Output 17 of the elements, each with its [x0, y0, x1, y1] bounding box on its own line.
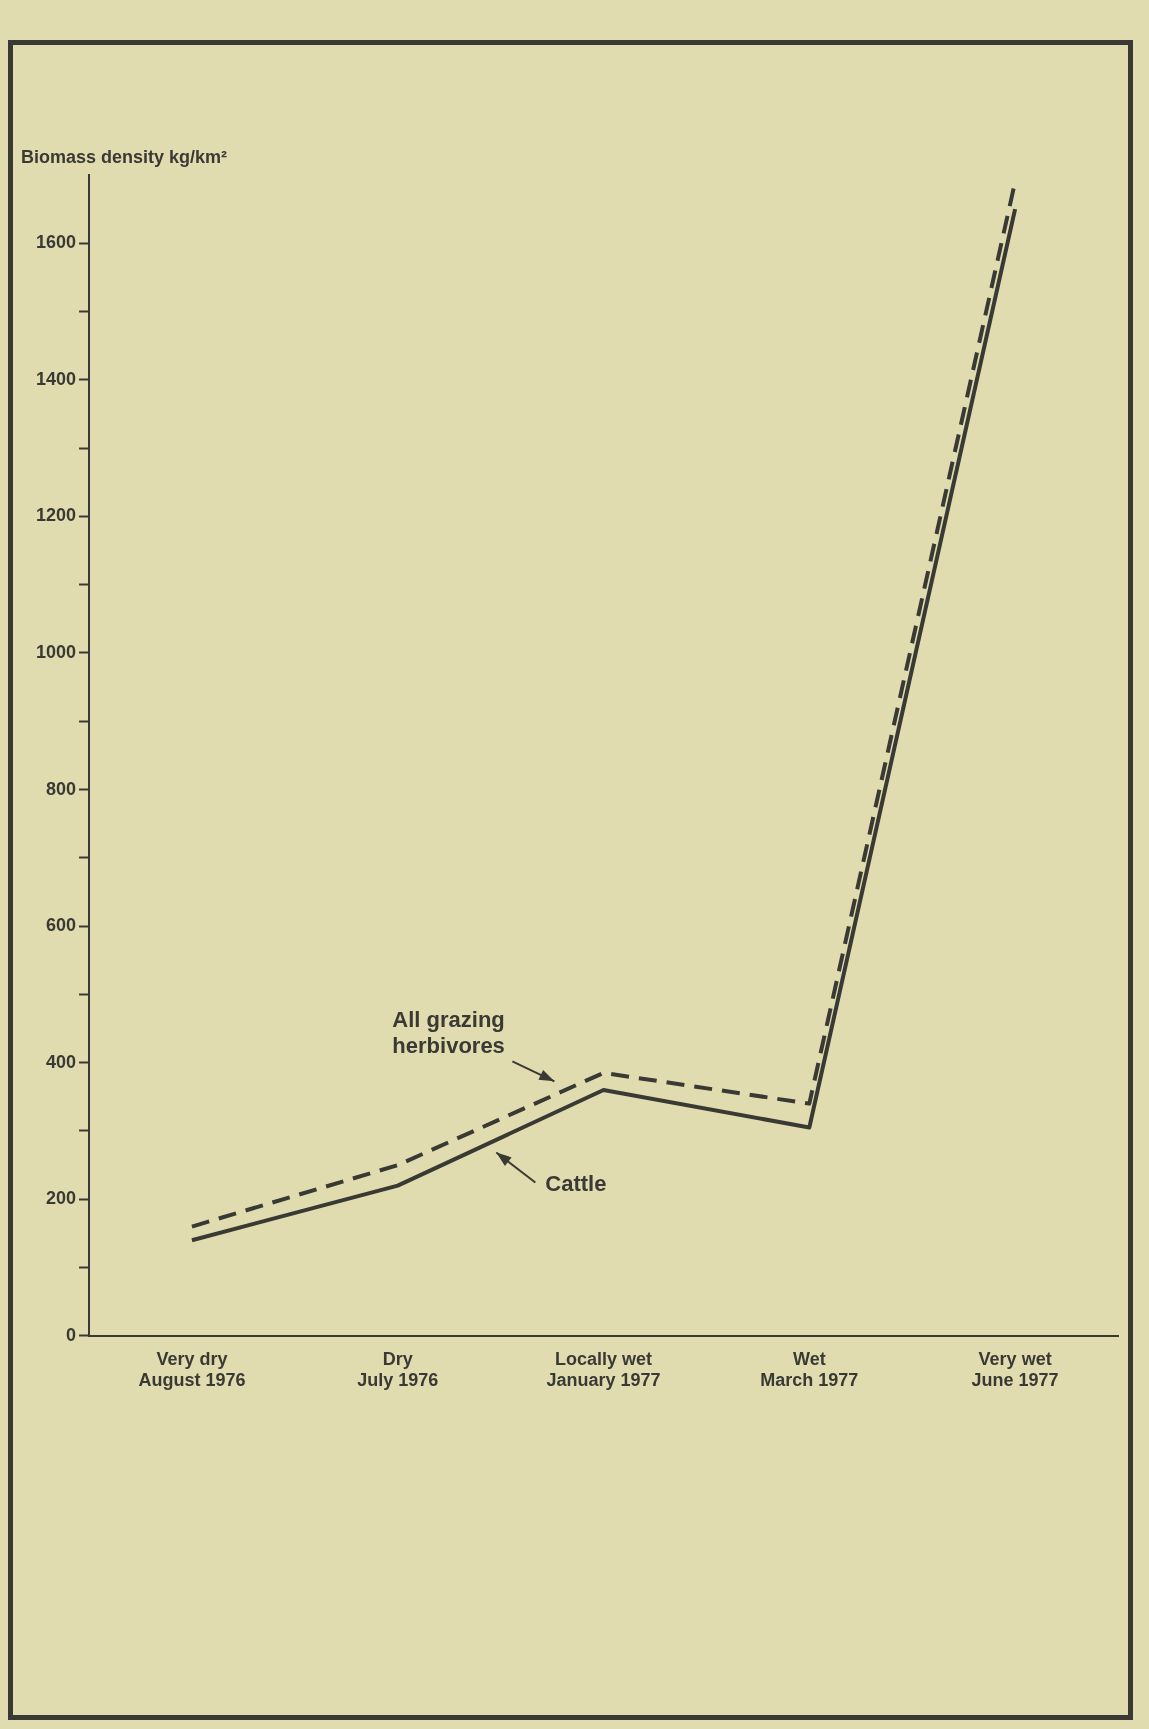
y-tick-label: 1600 [36, 232, 77, 253]
y-tick-label: 200 [46, 1188, 77, 1209]
x-tick-label: Dry July 1976 [357, 1348, 439, 1391]
x-tick-label: Wet March 1977 [760, 1348, 859, 1391]
y-tick-label: 1200 [36, 505, 77, 526]
x-tick-label: Locally wet January 1977 [546, 1348, 661, 1391]
text: Cattle [545, 1170, 607, 1196]
x-tick-label: Very dry August 1976 [138, 1348, 246, 1391]
y-tick-label: 1400 [36, 368, 77, 389]
y-tick-label: 1000 [36, 641, 77, 662]
text: All grazing herbivores [392, 1007, 505, 1059]
x-tick-label: Very wet June 1977 [971, 1348, 1059, 1391]
y-tick-label: 400 [46, 1051, 77, 1072]
y-tick-label: 600 [46, 915, 77, 936]
y-axis-title: Biomass density kg/km² [21, 146, 228, 167]
y-tick-label: 800 [46, 778, 77, 799]
y-tick-label: 0 [66, 1324, 77, 1345]
